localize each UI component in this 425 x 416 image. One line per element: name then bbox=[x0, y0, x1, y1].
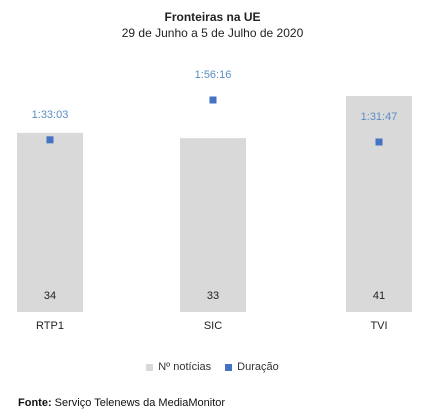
source-note: Fonte: Serviço Telenews da MediaMonitor bbox=[18, 397, 225, 409]
point-label-tvi: 1:31:47 bbox=[361, 111, 398, 123]
category-label-tvi: TVI bbox=[370, 320, 387, 332]
bar-sic bbox=[180, 138, 246, 312]
legend-item-duracao: Duração bbox=[225, 361, 279, 373]
legend-label-duracao: Duração bbox=[237, 361, 279, 373]
chart-subtitle: 29 de Junho a 5 de Julho de 2020 bbox=[121, 26, 304, 40]
bar-label-rtp1: 34 bbox=[44, 290, 56, 302]
legend-label-noticias: Nº notícias bbox=[158, 361, 212, 373]
bar-label-tvi: 41 bbox=[373, 290, 385, 302]
point-tvi bbox=[375, 138, 383, 146]
legend-swatch-duracao bbox=[225, 363, 233, 371]
legend: Nº notícias Duração bbox=[0, 361, 425, 373]
point-label-sic: 1:56:16 bbox=[195, 69, 232, 81]
legend-item-noticias: Nº notícias bbox=[146, 361, 211, 373]
bar-tvi bbox=[346, 96, 412, 312]
bar-rtp1 bbox=[17, 132, 83, 312]
point-label-rtp1: 1:33:03 bbox=[32, 109, 69, 121]
source-text: Serviço Telenews da MediaMonitor bbox=[51, 397, 226, 409]
source-label: Fonte: bbox=[18, 397, 52, 409]
bar-label-sic: 33 bbox=[207, 290, 219, 302]
chart-title: Fronteiras na UE bbox=[164, 10, 261, 24]
category-label-sic: SIC bbox=[204, 320, 222, 332]
point-rtp1 bbox=[46, 136, 54, 144]
point-sic bbox=[209, 96, 217, 104]
category-label-rtp1: RTP1 bbox=[36, 320, 64, 332]
legend-swatch-noticias bbox=[146, 363, 154, 371]
